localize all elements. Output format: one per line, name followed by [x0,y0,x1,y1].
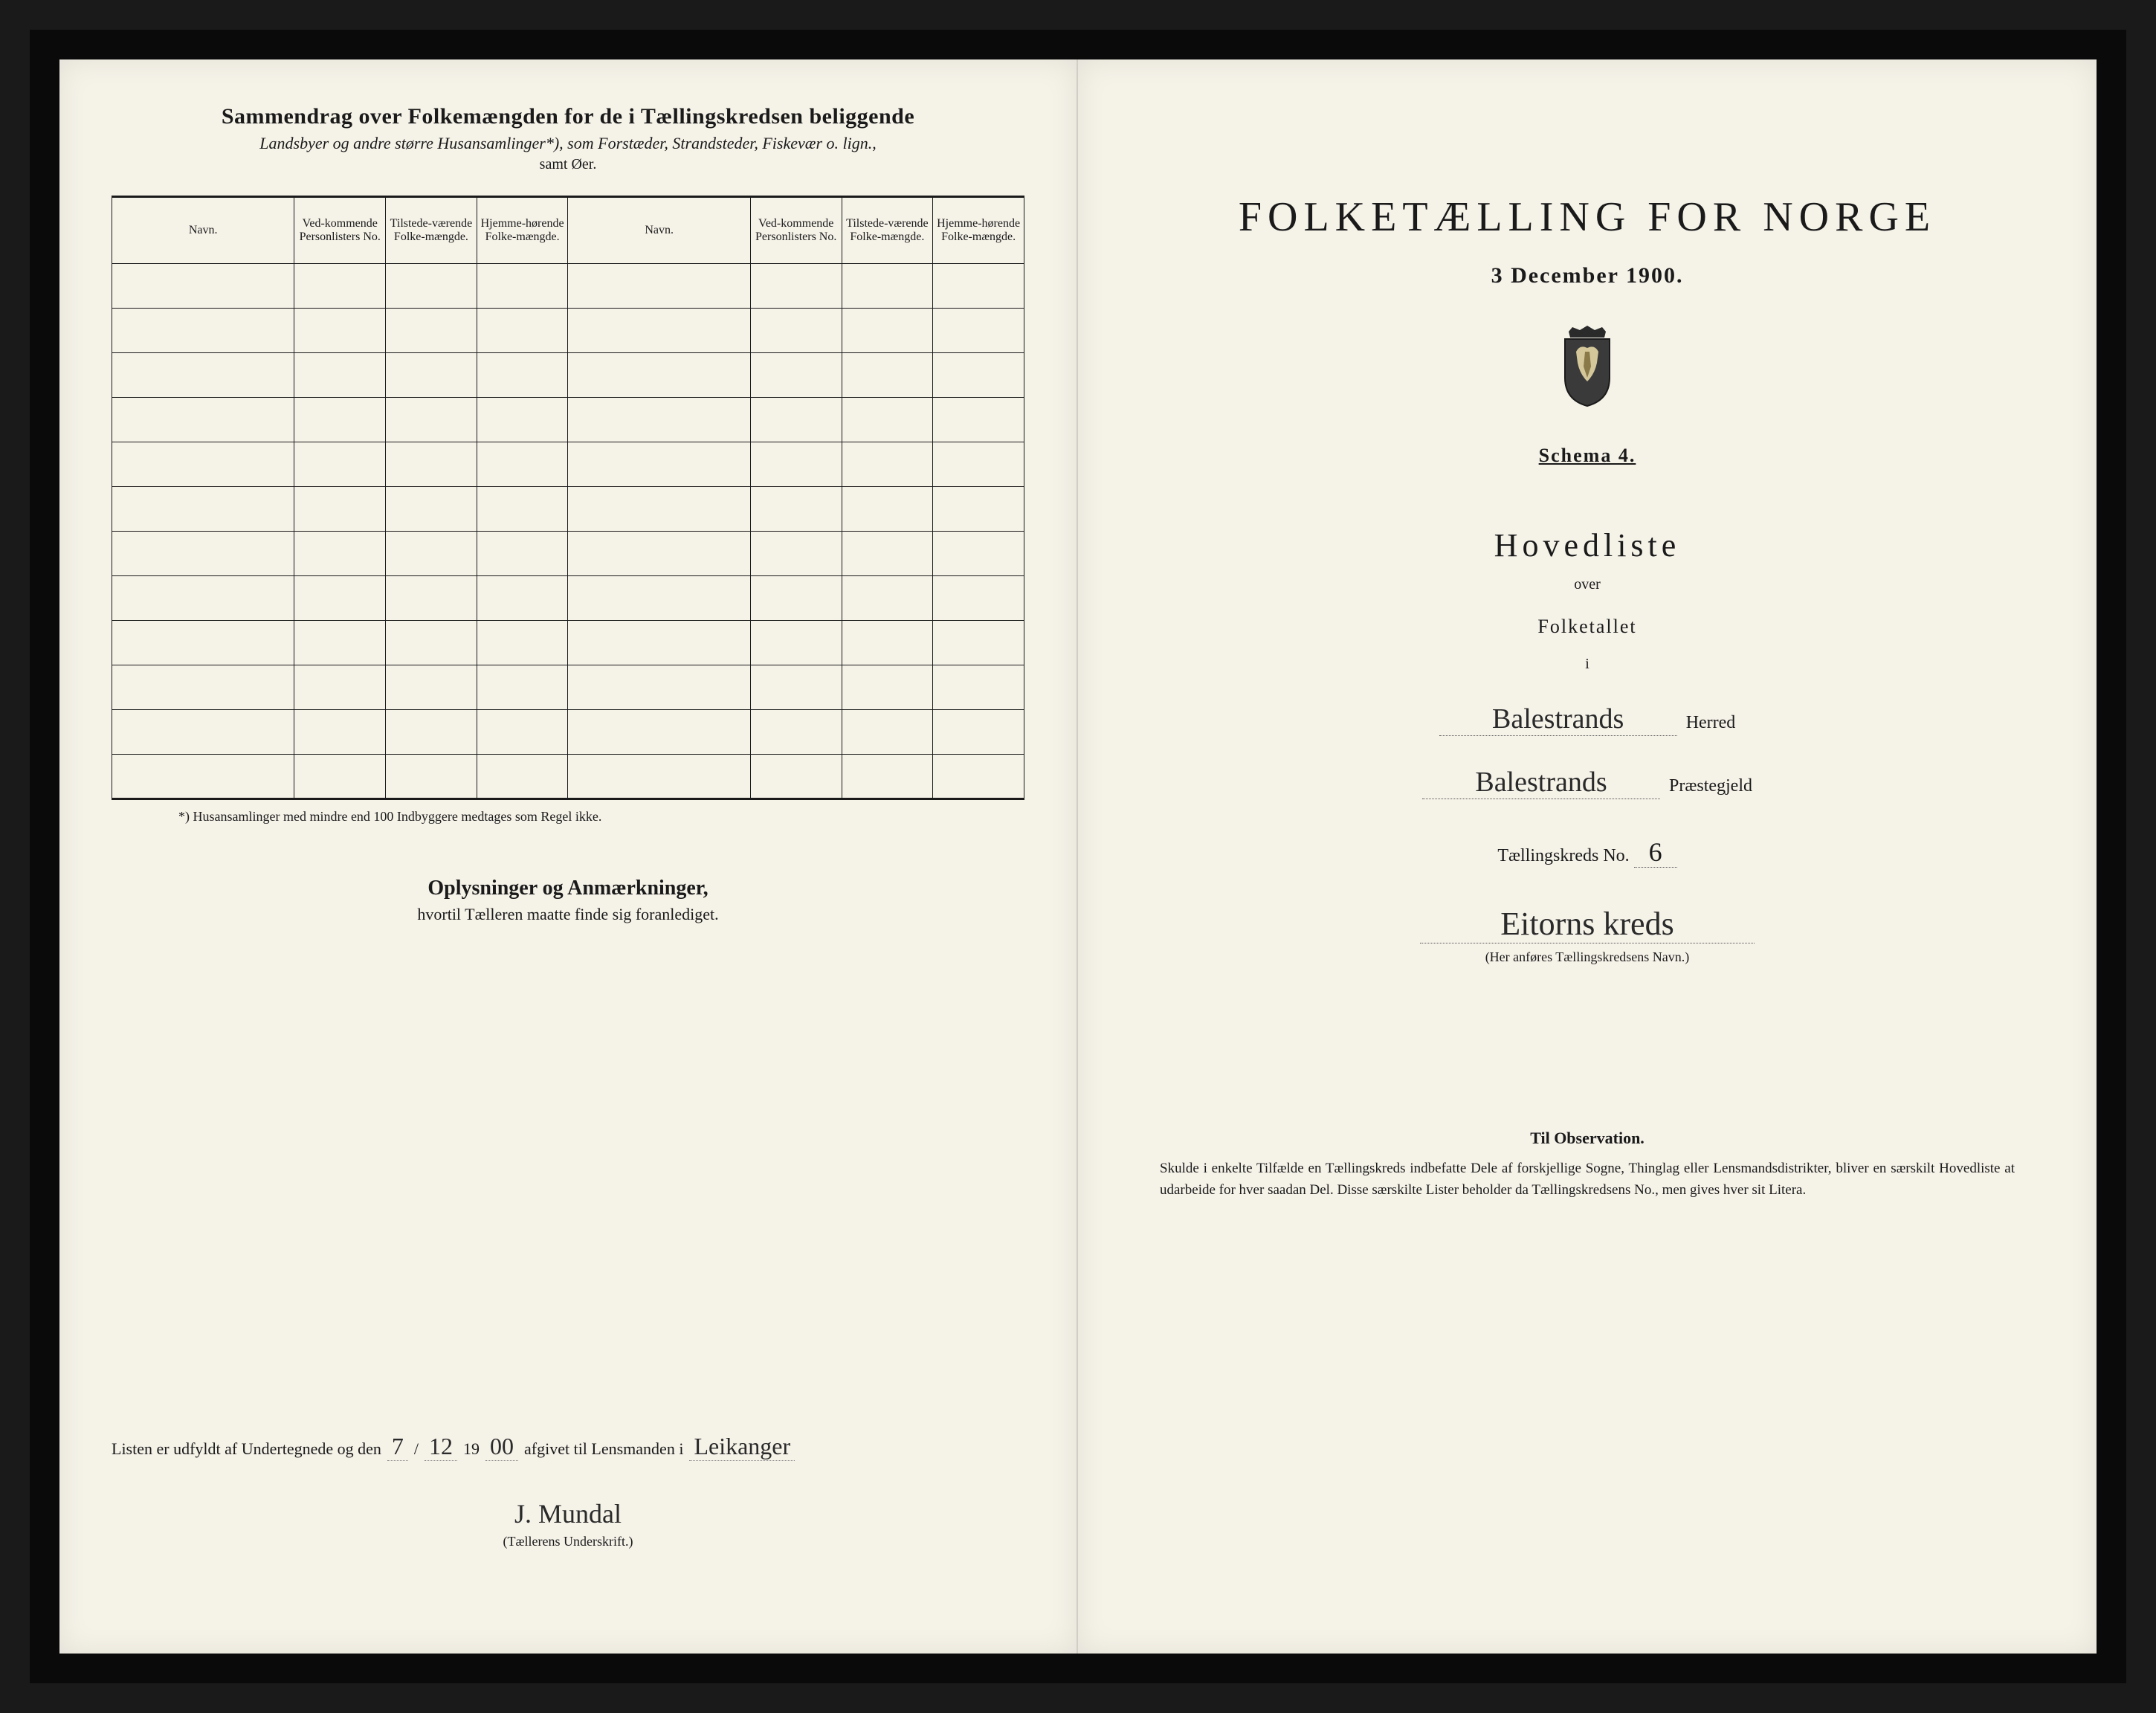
taellingskreds-row: Tællingskreds No. 6 [1130,836,2044,868]
table-row [112,309,1024,353]
tk-label: Tællingskreds No. [1497,846,1629,865]
table-row [112,442,1024,487]
signature-section: Listen er udfyldt af Undertegnede og den… [112,1433,1024,1549]
scan-frame: Sammendrag over Folkemængden for de i Tæ… [30,30,2126,1683]
signature-name: J. Mundal [112,1498,1024,1529]
observation-text: Skulde i enkelte Tilfælde en Tællingskre… [1160,1158,2015,1201]
herred-label: Herred [1686,713,1736,733]
table-row [112,264,1024,309]
sig-prefix: Listen er udfyldt af Undertegnede og den [112,1439,381,1459]
left-page: Sammendrag over Folkemængden for de i Tæ… [59,59,1078,1654]
folketallet-label: Folketallet [1130,616,2044,638]
summary-subtitle2: samt Øer. [112,156,1024,173]
schema-label: Schema 4. [1130,445,2044,467]
summary-subtitle: Landsbyer og andre større Husansamlinger… [112,134,1024,153]
coat-of-arms-icon [1554,326,1621,407]
kreds-caption: (Her anføres Tællingskredsens Navn.) [1130,949,2044,965]
praestegjeld-label: Præstegjeld [1669,776,1752,796]
hovedliste-title: Hovedliste [1130,526,2044,564]
sig-month: 12 [425,1433,457,1461]
census-date: 3 December 1900. [1130,263,2044,288]
summary-title: Sammendrag over Folkemængden for de i Tæ… [112,104,1024,129]
col-tilstede-2: Tilstede-værende Folke-mængde. [842,197,933,264]
right-content: FOLKETÆLLING FOR NORGE 3 December 1900. … [1130,104,2044,1201]
table-row [112,665,1024,710]
sig-year-prefix: 19 [463,1439,480,1459]
sig-sep: / [414,1439,419,1459]
tk-number: 6 [1634,837,1677,868]
praestegjeld-value: Balestrands [1422,766,1660,799]
observation-title: Til Observation. [1160,1129,2015,1148]
table-header-row: Navn. Ved-kommende Personlisters No. Til… [112,197,1024,264]
sig-year: 00 [485,1433,518,1461]
col-tilstede-1: Tilstede-værende Folke-mængde. [386,197,477,264]
summary-table: Navn. Ved-kommende Personlisters No. Til… [112,196,1024,800]
table-row [112,621,1024,665]
col-hjemme-1: Hjemme-hørende Folke-mængde. [477,197,568,264]
sig-day: 7 [387,1433,408,1461]
remarks-section: Oplysninger og Anmærkninger, hvortil Tæl… [112,877,1024,924]
table-row [112,710,1024,755]
herred-value: Balestrands [1439,703,1677,736]
praestegjeld-row: Balestrands Præstegjeld [1130,766,2044,799]
kreds-name: Eitorns kreds [1420,905,1755,943]
table-row [112,532,1024,576]
table-footnote: *) Husansamlinger med mindre end 100 Ind… [112,809,1024,825]
col-hjemme-2: Hjemme-hørende Folke-mængde. [933,197,1024,264]
left-header: Sammendrag over Folkemængden for de i Tæ… [112,104,1024,173]
col-personlister-1: Ved-kommende Personlisters No. [294,197,386,264]
census-title: FOLKETÆLLING FOR NORGE [1130,193,2044,241]
observation-section: Til Observation. Skulde i enkelte Tilfæl… [1130,1129,2044,1201]
table-row [112,353,1024,398]
col-navn-1: Navn. [112,197,294,264]
herred-row: Balestrands Herred [1130,703,2044,736]
col-personlister-2: Ved-kommende Personlisters No. [750,197,842,264]
sig-place: Leikanger [689,1433,795,1461]
remarks-subtitle: hvortil Tælleren maatte finde sig foranl… [112,905,1024,924]
i-label: i [1130,656,2044,673]
table-row [112,398,1024,442]
table-row [112,755,1024,799]
sig-mid: afgivet til Lensmanden i [524,1439,683,1459]
table-row [112,576,1024,621]
signature-line: Listen er udfyldt af Undertegnede og den… [112,1433,1024,1461]
signature-caption: (Tællerens Underskrift.) [112,1534,1024,1549]
remarks-title: Oplysninger og Anmærkninger, [112,877,1024,900]
over-label: over [1130,576,2044,593]
table-body [112,264,1024,799]
right-page: FOLKETÆLLING FOR NORGE 3 December 1900. … [1078,59,2097,1654]
col-navn-2: Navn. [568,197,750,264]
table-row [112,487,1024,532]
signature-name-block: J. Mundal (Tællerens Underskrift.) [112,1498,1024,1549]
